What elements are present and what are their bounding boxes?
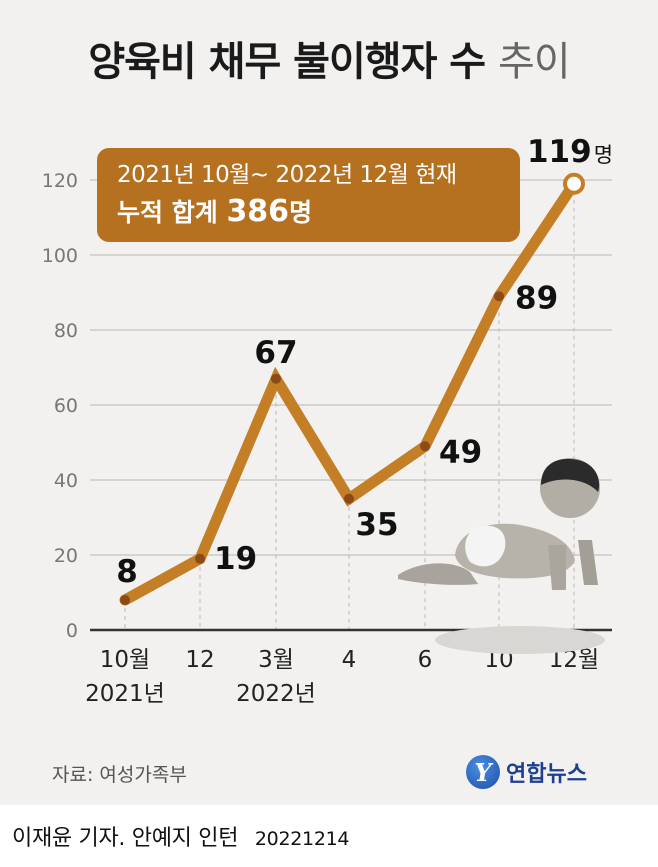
logo-text: 연합뉴스 [506, 762, 587, 787]
baby-hair [541, 458, 600, 492]
x-tick-label-2: 3월 [258, 647, 294, 673]
baby-arm-left [548, 545, 566, 590]
data-point-0 [120, 595, 130, 605]
x-tick-label-3: 4 [342, 647, 357, 673]
data-point-4 [420, 441, 430, 452]
data-label-0: 8 [116, 554, 138, 590]
data-label-unit: 명 [594, 143, 613, 167]
data-point-5 [494, 291, 504, 302]
title-sub: 추이 [498, 39, 571, 85]
data-point-3 [344, 493, 354, 504]
chart-card [0, 0, 658, 805]
logo-mark-icon: Y [466, 755, 500, 789]
credit-date: 20221214 [254, 828, 350, 850]
data-label-1: 19 [214, 541, 257, 577]
crawling-baby-illustration [398, 458, 605, 654]
title-main: 양육비 채무 불이행자 수 [88, 39, 486, 85]
year-label-2: 2022년 [236, 681, 316, 707]
baby-arm-right [578, 540, 598, 585]
year-label-0: 2021년 [85, 681, 165, 707]
x-tick-label-4: 6 [418, 647, 433, 673]
data-point-6 [563, 172, 585, 195]
chart-title: 양육비 채무 불이행자 수 추이 [0, 42, 658, 82]
credit-names: 이재윤 기자. 안예지 인턴 [12, 826, 239, 851]
yonhap-logo: Y 연합뉴스 [466, 752, 587, 792]
baby-diaper [465, 525, 506, 567]
data-label-5: 89 [515, 280, 558, 316]
data-label-6: 119명 [527, 134, 613, 170]
x-tick-label-1: 12 [185, 647, 214, 673]
summary-total-value: 386 [226, 193, 290, 229]
data-point-1 [195, 553, 205, 564]
data-label-value-6: 119 [527, 134, 592, 170]
data-point-2 [271, 373, 281, 384]
summary-box: 2021년 10월~ 2022년 12월 현재 누적 합계 386명 [97, 148, 520, 242]
summary-total-label: 누적 합계 [117, 197, 218, 227]
summary-total-unit: 명 [289, 197, 313, 227]
y-tick-label-60: 60 [54, 395, 78, 417]
data-label-3: 35 [355, 507, 398, 543]
baby-leg [398, 563, 478, 585]
credit-line: 이재윤 기자. 안예지 인턴 20221214 [12, 820, 350, 852]
summary-period: 2021년 10월~ 2022년 12월 현재 [117, 162, 457, 188]
y-axis: 0 20 40 60 80 100 120 [42, 170, 78, 642]
y-tick-label-120: 120 [42, 170, 78, 192]
y-tick-label-20: 20 [54, 545, 78, 567]
y-tick-label-80: 80 [54, 320, 78, 342]
x-tick-label-0: 10월 [100, 647, 150, 673]
summary-total: 누적 합계 386명 [117, 194, 520, 230]
data-label-4: 49 [439, 434, 482, 470]
y-tick-label-100: 100 [42, 245, 78, 267]
data-markers [120, 172, 585, 605]
data-label-2: 67 [254, 335, 297, 371]
source-note: 자료: 여성가족부 [52, 764, 187, 786]
y-tick-label-40: 40 [54, 470, 78, 492]
baby-shadow [435, 626, 605, 654]
y-tick-label-0: 0 [66, 620, 78, 642]
